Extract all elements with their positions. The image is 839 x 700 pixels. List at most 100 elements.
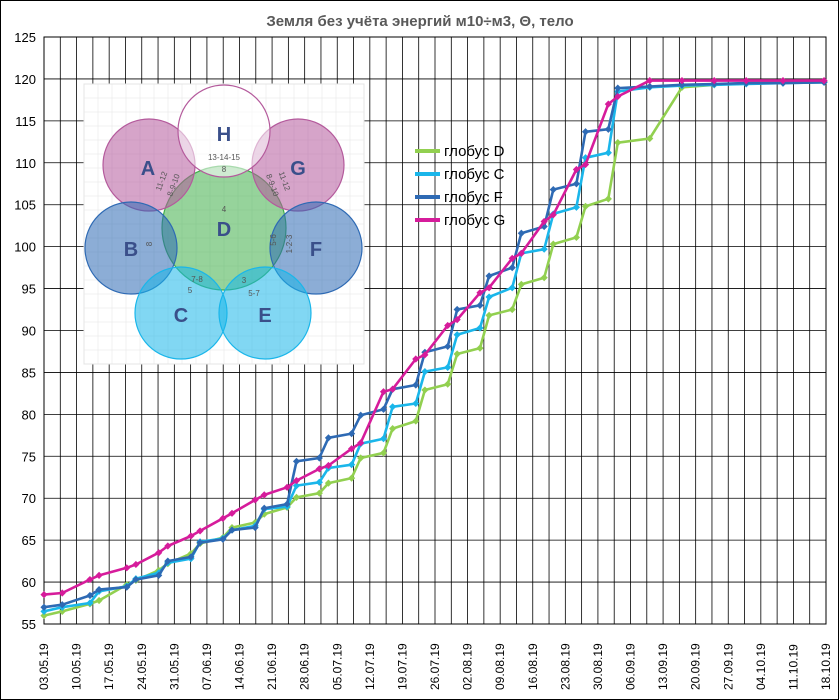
globe-circle [269, 201, 363, 295]
data-point [485, 293, 493, 301]
data-point [40, 607, 48, 616]
data-point [549, 240, 557, 248]
data-point [614, 139, 622, 147]
data-point [453, 315, 461, 324]
globe-circle [84, 201, 178, 295]
y-tick-label: 115 [15, 114, 36, 129]
data-point [581, 160, 590, 169]
y-tick-label: 70 [22, 491, 36, 506]
overlap-label: 8 [145, 241, 154, 246]
data-point [347, 461, 356, 469]
data-point [614, 92, 622, 101]
chart-title: Земля без учёта энергий м10÷м3, Θ, тело [266, 13, 573, 30]
data-point [476, 324, 484, 332]
globe-label: C [174, 305, 188, 327]
data-point [292, 482, 301, 490]
data-point [196, 539, 204, 547]
globe-label: A [141, 158, 155, 180]
data-point [40, 612, 48, 620]
data-point [315, 478, 323, 486]
x-tick-label: 14.06.19 [233, 643, 247, 690]
data-point [219, 535, 227, 543]
data-point [572, 165, 581, 174]
data-point [820, 77, 828, 85]
y-tick-label: 95 [22, 282, 36, 297]
data-point [742, 77, 750, 85]
data-point [357, 439, 365, 447]
data-point [453, 305, 461, 314]
x-tick-label: 21.06.19 [265, 643, 279, 690]
data-point [412, 355, 420, 363]
x-tick-label: 28.06.19 [298, 643, 312, 690]
x-tick-label: 06.09.19 [624, 643, 638, 690]
data-point [251, 496, 259, 504]
globe-circle [177, 84, 271, 178]
data-point [324, 479, 333, 487]
data-point [572, 203, 581, 211]
globe-sublabel: 4 [222, 205, 227, 214]
data-point [292, 457, 301, 465]
data-point [123, 564, 131, 572]
data-point [164, 542, 172, 550]
data-point [646, 77, 654, 85]
data-point [228, 509, 236, 517]
data-point [58, 589, 66, 597]
y-tick-label: 55 [22, 617, 36, 632]
data-point [86, 591, 94, 600]
legend-label: глобус F [444, 189, 503, 206]
data-point [389, 403, 397, 411]
data-point [324, 434, 333, 442]
y-tick-label: 120 [14, 72, 36, 87]
data-point [260, 491, 268, 499]
data-point [444, 342, 452, 351]
data-point [389, 385, 397, 393]
x-tick-label: 03.05.19 [37, 643, 51, 690]
data-point [283, 483, 291, 491]
data-point [444, 321, 452, 330]
data-point [412, 399, 420, 408]
data-point [517, 280, 525, 288]
data-point [581, 128, 590, 136]
legend-label: глобус D [444, 143, 505, 160]
data-point [324, 461, 333, 470]
x-tick-label: 02.08.19 [461, 643, 475, 690]
data-point [572, 233, 581, 242]
data-point [379, 405, 388, 413]
legend-label: глобус G [444, 212, 505, 229]
data-point [581, 202, 590, 210]
data-point [540, 245, 548, 253]
y-tick-label: 105 [14, 198, 36, 213]
data-point [58, 607, 66, 616]
x-tick-label: 17.05.19 [102, 643, 116, 690]
data-point [40, 591, 48, 599]
x-tick-label: 12.07.19 [363, 643, 377, 690]
data-point [347, 474, 356, 482]
data-point [315, 489, 323, 497]
data-point [646, 134, 654, 143]
data-point [389, 425, 397, 433]
data-point [251, 523, 259, 532]
overlap-label: 3 [242, 276, 247, 285]
data-point [476, 301, 484, 309]
data-point [412, 417, 420, 425]
data-point [453, 331, 461, 339]
data-point [40, 603, 48, 611]
x-tick-label: 07.06.19 [200, 643, 214, 690]
data-point [508, 264, 516, 272]
overlap-label: 1-2-3 [285, 234, 294, 253]
y-tick-label: 60 [22, 575, 36, 590]
data-point [508, 284, 516, 292]
data-point [292, 493, 301, 501]
data-point [604, 149, 612, 157]
y-tick-label: 125 [14, 30, 36, 45]
overlap-label: 7-8 [191, 275, 203, 284]
globe-label: H [217, 124, 231, 146]
data-point [549, 211, 557, 219]
data-point [421, 386, 429, 394]
data-point [485, 311, 493, 320]
data-point [95, 571, 103, 579]
data-point [379, 388, 388, 396]
data-point [604, 100, 612, 108]
legend-label: глобус C [444, 166, 505, 183]
